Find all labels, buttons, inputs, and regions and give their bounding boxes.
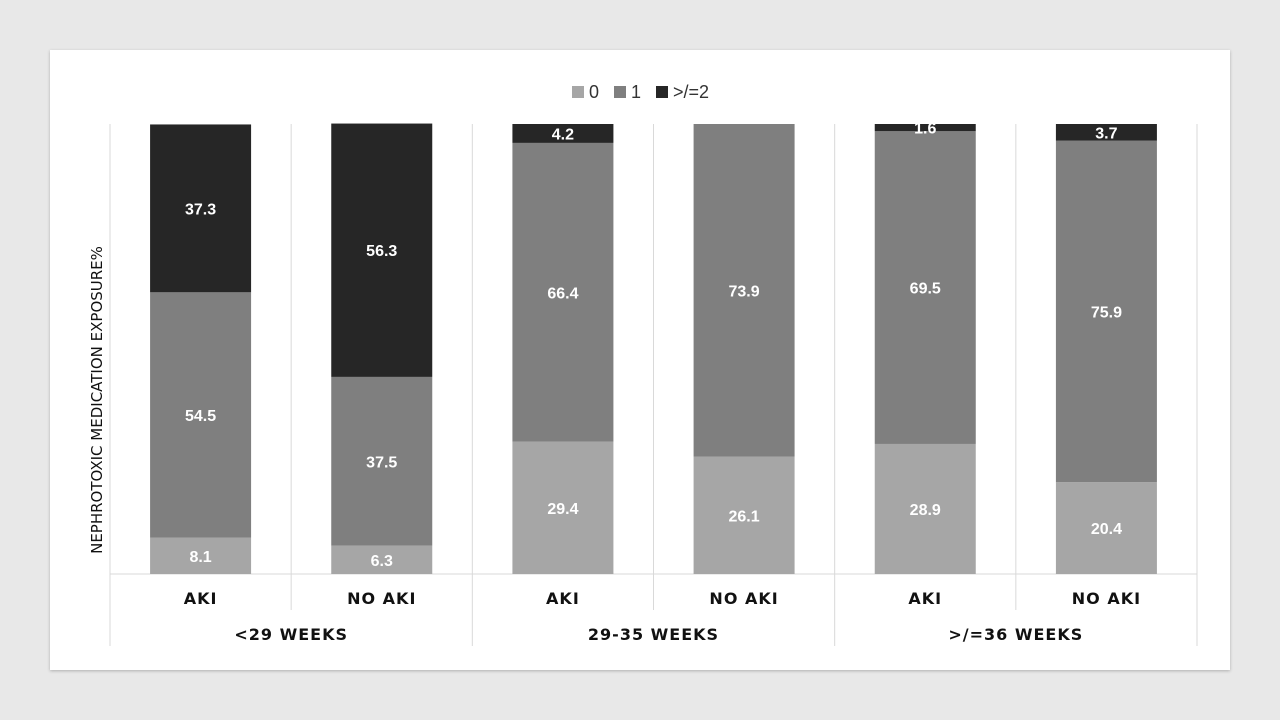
bar-segment [693,124,795,457]
bar-segment [150,537,252,574]
group-label: >/=36 WEEKS [948,625,1083,644]
legend-swatch [656,86,668,98]
category-label: AKI [546,589,580,608]
data-label: 37.5 [366,454,397,471]
data-label: 20.4 [1091,521,1122,538]
category-label: NO AKI [347,589,416,608]
legend-label: >/=2 [673,82,709,102]
bar-segment [1055,482,1157,574]
bar-segment [874,443,976,574]
stacked-bar-chart: 0 1 >/=2 8.1 54.5 37.3 6.3 37.5 56.3 29.4 66.4 4.2… [88,82,1198,646]
category-label: AKI [908,589,942,608]
bar-segment [693,456,795,574]
legend-label: 1 [631,82,641,102]
legend-swatch [572,86,584,98]
data-label: 56.3 [366,243,397,260]
category-label: NO AKI [1072,589,1141,608]
data-label: 69.5 [910,281,941,298]
legend-label: 0 [589,82,599,102]
data-label: 1.6 [914,121,936,138]
data-label: 6.3 [371,553,393,570]
legend-item: 1 [614,82,641,102]
bar-segment [331,123,433,377]
legend-item: 0 [572,82,599,102]
bar-segment [150,292,252,538]
bar-segment [512,441,614,574]
bar-segment [1055,124,1157,141]
x-axis: AKI NO AKI AKI NO AKI AKI NO AKI <29 WEEKS 29-3… [184,589,1141,644]
bar-segment [874,131,976,444]
group-label: <29 WEEKS [234,625,348,644]
data-label: 29.4 [547,501,578,518]
data-label: 26.1 [729,508,760,525]
data-labels: 8.1 54.5 37.3 6.3 37.5 56.3 29.4 66.4 4.2 26.1 73.… [185,121,1122,570]
bar-segment [331,376,433,546]
legend: 0 1 >/=2 [572,82,709,102]
bar-segment [512,124,614,143]
data-label: 73.9 [729,283,760,300]
data-label: 75.9 [1091,304,1122,321]
data-label: 3.7 [1095,125,1117,142]
bar-segment [150,124,252,293]
bars [150,123,1157,574]
bar-segment [331,545,433,574]
bar-segment [1055,140,1157,483]
group-label: 29-35 WEEKS [588,625,719,644]
data-label: 66.4 [547,285,578,302]
legend-swatch [614,86,626,98]
gridlines [109,124,1198,646]
data-label: 4.2 [552,126,574,143]
legend-item: >/=2 [656,82,709,102]
data-label: 37.3 [185,201,216,218]
category-label: AKI [184,589,218,608]
data-label: 8.1 [189,549,211,566]
bar-segment [874,124,976,132]
bar-segment [512,142,614,442]
data-label: 28.9 [910,502,941,519]
category-label: NO AKI [709,589,778,608]
chart-card: 0 1 >/=2 8.1 54.5 37.3 6.3 37.5 56.3 29.4 66.4 4.2… [50,50,1230,670]
data-label: 54.5 [185,408,216,425]
y-axis-label: NEPHROTOXIC MEDICATION EXPOSURE% [88,246,106,554]
